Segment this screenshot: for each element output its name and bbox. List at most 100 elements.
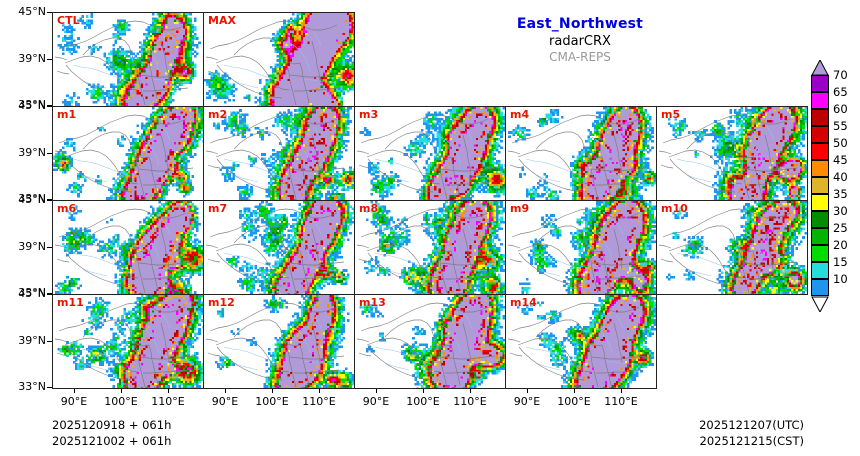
- radar-map: [657, 201, 807, 294]
- panel-label: m4: [510, 108, 529, 121]
- colorbar-band: [811, 75, 829, 92]
- panel-m9[interactable]: m9: [505, 200, 657, 295]
- panel-m10[interactable]: m10: [656, 200, 808, 295]
- panel-m11[interactable]: m11: [52, 294, 204, 389]
- x-tick-mark: [121, 388, 122, 393]
- colorbar-tick-label: 70: [833, 68, 848, 82]
- colorbar-band: [811, 279, 829, 296]
- footer-valid-utc: 2025121207(UTC): [699, 418, 804, 434]
- y-tick-label: 45°N: [2, 99, 46, 112]
- x-tick-mark: [574, 388, 575, 393]
- y-tick-label: 45°N: [2, 287, 46, 300]
- panel-label: m6: [57, 202, 76, 215]
- y-tick-label: 33°N: [2, 192, 46, 205]
- radar-map: [355, 201, 505, 294]
- colorbar-band: [811, 109, 829, 126]
- y-tick-mark: [47, 105, 52, 106]
- panel-m4[interactable]: m4: [505, 106, 657, 201]
- panel-row-3: m6 m7 m8 m9 m10: [52, 200, 808, 295]
- x-tick-mark: [423, 388, 424, 393]
- panel-m3[interactable]: m3: [354, 106, 506, 201]
- radar-map: [506, 201, 656, 294]
- colorbar-tick-label: 45: [833, 153, 848, 167]
- panel-grid: CTL MAX m1 m2 m3 m4 m5 m6 m7 m8 m9 m10 m11 m12 m13 m14: [52, 12, 808, 389]
- colorbar-tick-label: 30: [833, 204, 848, 218]
- y-tick-mark: [47, 58, 52, 60]
- y-tick-mark: [47, 293, 52, 294]
- y-tick-label: 45°N: [2, 193, 46, 206]
- panel-label: m12: [208, 296, 235, 309]
- x-tick-label: 90°E: [354, 395, 398, 408]
- x-tick-label: 110°E: [297, 395, 341, 408]
- colorbar-tick-label: 35: [833, 187, 848, 201]
- y-tick-label: 39°N: [2, 240, 46, 253]
- panel-label: m14: [510, 296, 537, 309]
- colorbar-band: [811, 211, 829, 228]
- panel-label: m13: [359, 296, 386, 309]
- panel-label: m1: [57, 108, 76, 121]
- panel-ctl[interactable]: CTL: [52, 12, 204, 107]
- radar-map: [53, 295, 203, 388]
- x-tick-mark: [74, 388, 75, 393]
- radar-map: [204, 295, 354, 388]
- colorbar-band: [811, 143, 829, 160]
- colorbar-tick-label: 10: [833, 272, 848, 286]
- panel-m1[interactable]: m1: [52, 106, 204, 201]
- radar-map: [355, 295, 505, 388]
- y-tick-label: 45°N: [2, 5, 46, 18]
- x-tick-label: 110°E: [448, 395, 492, 408]
- y-tick-label: 33°N: [2, 98, 46, 111]
- y-tick-mark: [47, 12, 52, 13]
- panel-m14[interactable]: m14: [505, 294, 657, 389]
- colorbar-tick-label: 40: [833, 170, 848, 184]
- figure-title: East_Northwest: [455, 16, 705, 34]
- y-tick-mark: [47, 387, 52, 388]
- panel-label: m8: [359, 202, 378, 215]
- colorbar-tick-label: 50: [833, 136, 848, 150]
- panel-label: m7: [208, 202, 227, 215]
- colorbar-top-arrow: [811, 58, 829, 76]
- y-tick-label: 39°N: [2, 52, 46, 65]
- radar-map: [506, 107, 656, 200]
- x-tick-mark: [470, 388, 471, 393]
- colorbar-bottom-arrow: [811, 296, 829, 314]
- y-tick-mark: [47, 200, 52, 201]
- x-tick-label: 100°E: [401, 395, 445, 408]
- x-tick-label: 90°E: [203, 395, 247, 408]
- panel-label: m10: [661, 202, 688, 215]
- figure-subtitle: radarCRX: [455, 34, 705, 50]
- x-tick-mark: [272, 388, 273, 393]
- x-tick-label: 100°E: [552, 395, 596, 408]
- panel-m8[interactable]: m8: [354, 200, 506, 295]
- radar-map: [355, 107, 505, 200]
- panel-max[interactable]: MAX: [203, 12, 355, 107]
- x-tick-mark: [621, 388, 622, 393]
- radar-map: [204, 13, 354, 106]
- panel-m2[interactable]: m2: [203, 106, 355, 201]
- x-tick-label: 110°E: [146, 395, 190, 408]
- panel-m5[interactable]: m5: [656, 106, 808, 201]
- footer-init-times: 2025120918 + 061h 2025121002 + 061h: [52, 418, 171, 449]
- colorbar-tick-label: 20: [833, 238, 848, 252]
- x-tick-mark: [168, 388, 169, 393]
- panel-label: MAX: [208, 14, 236, 27]
- colorbar-band: [811, 126, 829, 143]
- panel-m12[interactable]: m12: [203, 294, 355, 389]
- x-tick-label: 90°E: [52, 395, 96, 408]
- colorbar: 70 65 60 55 50 45 40 35 30 25 20 15 10: [811, 58, 848, 323]
- panel-m6[interactable]: m6: [52, 200, 204, 295]
- panel-m7[interactable]: m7: [203, 200, 355, 295]
- x-tick-mark: [225, 388, 226, 393]
- x-tick-label: 90°E: [505, 395, 549, 408]
- panel-label: m2: [208, 108, 227, 121]
- figure-model-name: CMA-REPS: [455, 50, 705, 65]
- colorbar-band: [811, 245, 829, 262]
- colorbar-tick-label: 65: [833, 85, 848, 99]
- y-tick-mark: [47, 294, 52, 295]
- y-tick-mark: [47, 246, 52, 248]
- panel-label: CTL: [57, 14, 80, 27]
- x-tick-label: 100°E: [99, 395, 143, 408]
- x-tick-label: 100°E: [250, 395, 294, 408]
- panel-m13[interactable]: m13: [354, 294, 506, 389]
